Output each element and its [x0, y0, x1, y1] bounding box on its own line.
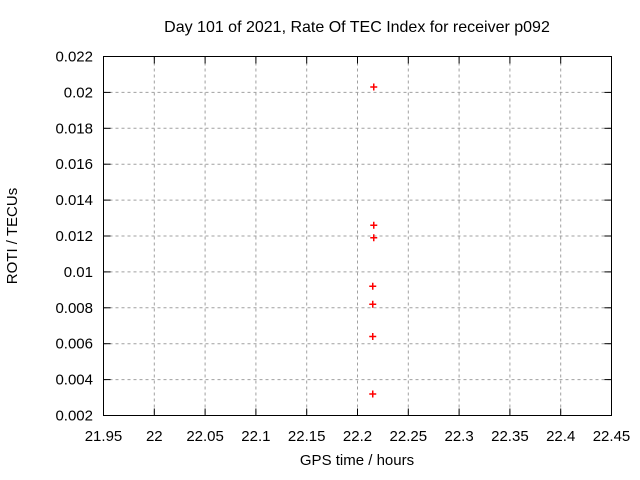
y-tick-label: 0.008: [55, 300, 93, 317]
y-tick-label: 0.012: [55, 228, 93, 245]
x-tick-label: 22.05: [186, 428, 224, 445]
data-point-marker: [369, 333, 377, 341]
y-axis-label: ROTI / TECUs: [4, 188, 21, 284]
data-point-marker: [369, 300, 377, 308]
x-tick-label: 21.95: [85, 428, 123, 445]
y-tick-label: 0.014: [55, 192, 93, 209]
x-tick-label: 22.2: [343, 428, 372, 445]
x-tick-label: 22.25: [390, 428, 428, 445]
y-tick-label: 0.002: [55, 408, 93, 425]
x-tick-label: 22.1: [241, 428, 270, 445]
data-point-marker: [369, 282, 377, 290]
y-tick-label: 0.016: [55, 156, 93, 173]
plot-border: [103, 56, 612, 416]
y-tick-label: 0.02: [64, 84, 93, 101]
y-tick-label: 0.022: [55, 49, 93, 66]
x-tick-label: 22.45: [593, 428, 631, 445]
y-tick-label: 0.018: [55, 120, 93, 137]
x-tick-label: 22: [146, 428, 163, 445]
x-tick-label: 22.35: [491, 428, 529, 445]
chart-title: Day 101 of 2021, Rate Of TEC Index for r…: [164, 19, 550, 36]
data-point-marker: [369, 390, 377, 398]
y-tick-label: 0.006: [55, 336, 93, 353]
data-point-marker: [370, 221, 378, 229]
x-tick-label: 22.4: [546, 428, 575, 445]
data-point-marker: [370, 83, 378, 91]
x-tick-label: 22.3: [444, 428, 473, 445]
x-tick-label: 22.15: [288, 428, 326, 445]
y-tick-label: 0.004: [55, 372, 93, 389]
x-axis-label: GPS time / hours: [300, 452, 414, 469]
y-tick-label: 0.01: [64, 264, 93, 281]
data-point-marker: [370, 234, 378, 242]
